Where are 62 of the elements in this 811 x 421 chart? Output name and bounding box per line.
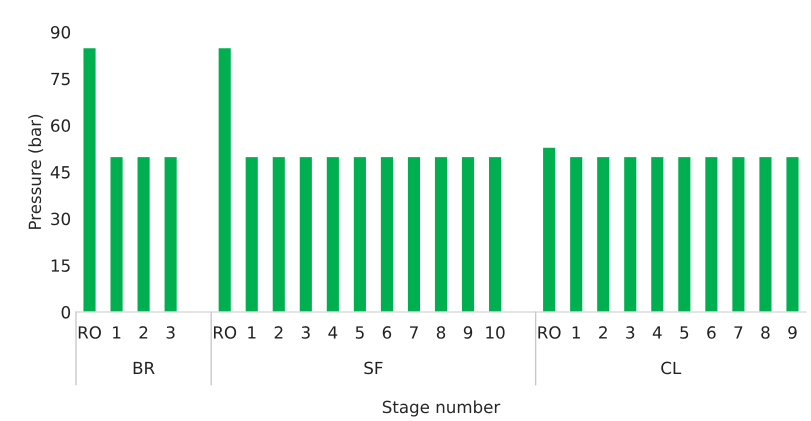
bar [298,156,314,312]
bar [730,156,746,312]
bar [488,156,503,312]
text: BR [134,362,155,374]
x-tick-label: 6 [382,326,392,339]
bar [325,156,340,312]
x-tick-label: RO [538,326,561,339]
text: CL [661,362,682,374]
x-tick-label: RO [214,326,236,339]
text: SF [364,362,383,374]
x-tick-label: 7 [734,326,742,339]
bar [82,46,97,312]
x-tick-label: 8 [436,326,446,339]
y-tick-label: 15 [52,260,70,272]
bar [244,156,260,312]
bar [676,156,692,312]
y-tick-label: 45 [50,166,70,179]
x-tick-label: 1 [248,326,256,339]
bar [379,156,394,312]
bar [542,146,557,312]
x-tick-label: 7 [410,326,418,339]
bar [352,156,368,312]
x-tick-label: 4 [328,326,338,339]
bar [758,156,773,312]
x-axis-title: Stage number [382,400,500,416]
bar [622,156,638,312]
bar [271,156,286,312]
y-tick-label: 0 [62,306,70,319]
x-tick-label: 2 [599,326,607,339]
x-tick-label: 2 [274,326,282,339]
y-tick-label: 75 [51,72,70,86]
bar [163,156,178,312]
y-tick-label: 30 [51,212,70,226]
x-tick-label: 10 [486,326,505,339]
bar [406,156,422,312]
x-tick-label: 3 [302,326,310,339]
x-tick-label: RO [78,326,101,339]
bar [217,46,232,312]
bar [460,156,476,312]
x-tick-label: 3 [166,326,175,339]
x-tick-label: 9 [464,326,472,339]
x-tick-label: 5 [356,326,364,339]
bar [434,156,448,312]
x-tick-label: 6 [707,326,716,339]
x-tick-label: 1 [113,326,120,339]
bar [650,156,665,312]
x-tick-label: 9 [788,326,797,339]
x-tick-label: 4 [652,326,662,339]
x-tick-label: 3 [626,326,634,339]
x-tick-label: 2 [140,326,148,339]
bar [136,156,152,312]
bar [109,156,124,312]
x-tick-label: 1 [572,326,580,339]
x-tick-label: 8 [761,326,770,339]
y-tick-label: 90 [50,26,70,39]
bar [568,156,584,312]
bar [596,156,611,312]
bar [704,156,719,312]
y-axis-title: Pressure (bar) [28,114,44,229]
x-tick-label: 5 [680,326,688,339]
bar [785,156,800,312]
y-tick-label: 60 [51,119,70,132]
